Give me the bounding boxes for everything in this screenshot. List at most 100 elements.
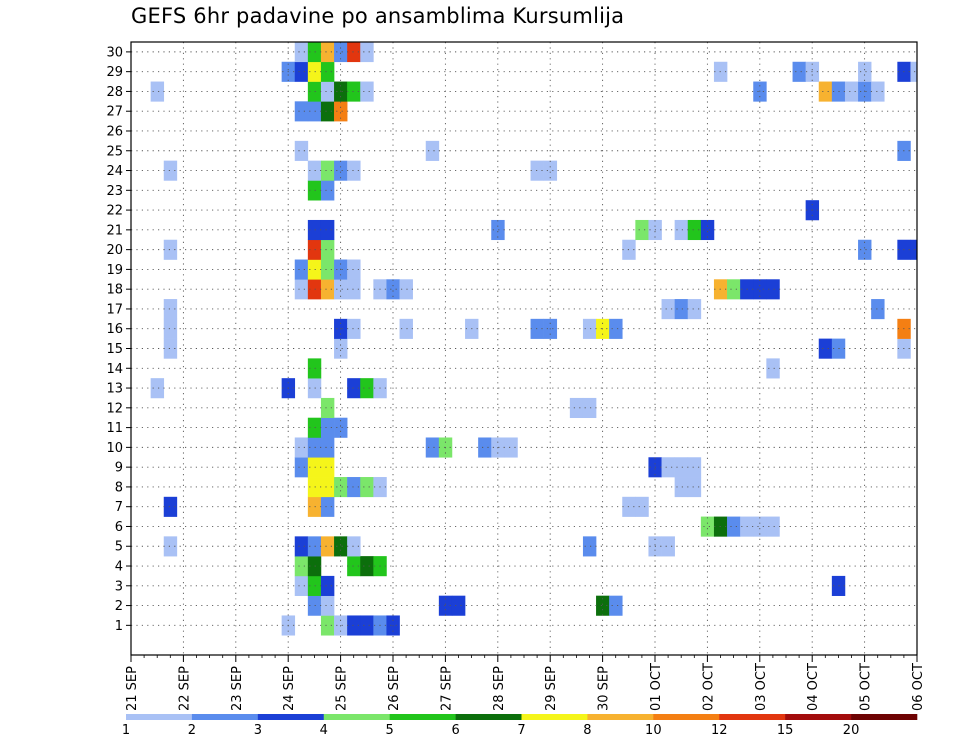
colorbar-swatch [587,714,654,720]
colorbar-label: 2 [188,723,196,738]
x-tick-label: 30 SEP [597,666,612,711]
y-tick-label: 26 [106,124,123,139]
heatmap-cell [360,81,374,102]
heatmap-cell [320,397,335,419]
heatmap-cell [674,219,689,241]
heatmap-cell [320,180,335,201]
heatmap-cell [753,279,767,300]
heatmap-cell [163,318,178,339]
chart-title: GEFS 6hr padavine po ansamblima Kursumli… [131,4,625,28]
heatmap-cell [307,575,322,596]
heatmap-cell [674,477,689,498]
y-tick-label: 12 [106,401,123,416]
heatmap-cell [307,496,322,517]
heatmap-cell [635,496,649,517]
heatmap-cell [163,536,178,557]
heatmap-cell [687,477,702,498]
heatmap-cell [347,279,361,300]
heatmap-cell [700,219,715,241]
heatmap-cell [347,615,361,636]
colorbar-label: 4 [320,723,328,738]
heatmap-cell [582,536,597,557]
colorbar-swatch [323,714,390,720]
heatmap-cell [307,61,322,82]
heatmap-cell [307,358,322,379]
heatmap-cell [307,417,322,438]
heatmap-cell [871,299,885,320]
heatmap-cell [307,180,322,201]
heatmap-cell [347,477,361,498]
heatmap-cell [294,279,309,300]
heatmap-cell [674,457,689,478]
x-tick-label: 01 OCT [649,663,664,711]
heatmap-cell [360,556,374,577]
x-tick-label: 21 SEP [125,666,140,711]
y-tick-label: 9 [115,461,123,476]
heatmap-cell [766,279,780,300]
colorbar-label: 3 [254,723,262,738]
heatmap-cell [163,160,178,181]
heatmap-cell [163,338,178,359]
y-tick-label: 25 [106,144,123,159]
colorbar-swatch [389,714,456,720]
heatmap-cell [294,575,309,596]
heatmap-cell [530,318,544,339]
heatmap-cell [163,299,178,320]
heatmap-cell [334,536,348,557]
y-tick-label: 4 [115,560,123,575]
heatmap-cell [661,299,675,320]
colorbar-swatch [521,714,588,720]
y-tick-label: 20 [106,243,123,258]
heatmap-cell [307,259,322,280]
colorbar-label: 7 [517,723,525,738]
heatmap-cell [307,437,322,458]
heatmap-cell [294,457,309,478]
y-tick-label: 19 [106,263,123,278]
heatmap-cell [858,239,872,260]
heatmap-cell [530,160,544,181]
heatmap-cell [661,536,675,557]
heatmap-cell [727,516,741,537]
heatmap-cell [504,437,518,458]
heatmap-cell [320,575,335,596]
heatmap-cell [360,42,374,63]
heatmap-cell [582,318,597,339]
x-tick-label: 24 SEP [282,666,297,711]
y-tick-label: 2 [115,599,123,614]
heatmap-cell [818,338,833,359]
heatmap-cell [320,279,335,300]
heatmap-cell [150,81,165,102]
colorbar-swatch [785,714,852,720]
heatmap-cell [307,219,322,241]
heatmap-cell [687,299,702,320]
heatmap-cell [347,556,361,577]
heatmap-cell [320,259,335,280]
x-tick-label: 25 SEP [335,666,350,711]
heatmap-cell [360,378,374,399]
heatmap-cell [294,536,309,557]
heatmap-cell [320,42,335,63]
heatmap-cell [347,259,361,280]
y-tick-label: 27 [106,105,123,120]
y-tick-label: 18 [106,283,123,298]
x-axis: 21 SEP 22 SEP 23 SEP 24 SEP 25 SEP 26 SEP 27 S… [125,655,926,711]
heatmap-cell [294,42,309,63]
y-tick-label: 22 [106,204,123,219]
x-tick-label: 05 OCT [859,663,874,711]
y-tick-label: 5 [115,540,123,555]
colorbar-swatch [455,714,522,720]
heatmap-cell [844,81,859,102]
colorbar: 1 2 3 4 5 6 7 8 10 12 15 20 [122,714,918,738]
y-tick-label: 14 [106,362,123,377]
heatmap-cell [294,101,309,122]
heatmap-cell [320,61,335,82]
colorbar-swatch [257,714,325,720]
heatmap-cell [320,615,335,636]
y-tick-label: 10 [106,441,123,456]
heatmap-cell [687,457,702,478]
y-tick-label: 7 [115,500,123,515]
heatmap-cell [700,516,715,537]
y-tick-label: 23 [106,184,123,199]
heatmap-cell [320,536,335,557]
